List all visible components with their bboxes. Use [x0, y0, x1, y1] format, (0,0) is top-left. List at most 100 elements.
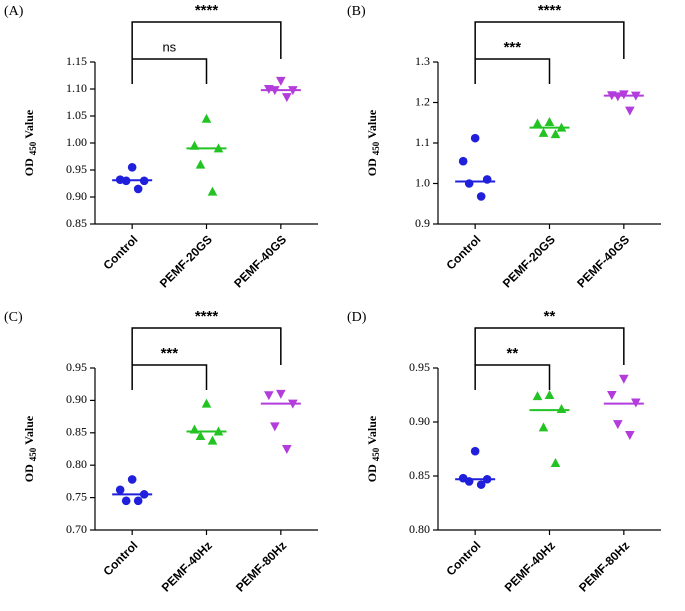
- y-tick-label: 0.95: [409, 360, 430, 374]
- data-point: [288, 399, 298, 409]
- data-point: [276, 76, 286, 86]
- significance-bracket: [131, 327, 282, 365]
- data-point: [476, 480, 486, 489]
- x-tick-label: PEMF-20GS: [157, 232, 215, 290]
- y-tick-label: 0.90: [409, 414, 430, 428]
- data-point: [482, 175, 492, 184]
- data-point: [538, 127, 549, 137]
- data-point: [195, 159, 206, 169]
- data-point: [201, 398, 212, 408]
- data-point: [458, 156, 468, 166]
- y-axis-label: OD 450 Value: [365, 109, 381, 176]
- y-tick-label: 0.9: [415, 216, 430, 230]
- data-point: [482, 474, 492, 484]
- y-label-main: OD: [365, 464, 379, 482]
- data-point: [264, 391, 274, 401]
- data-point: [282, 445, 292, 454]
- x-tick-label: PEMF-40GS: [231, 232, 289, 290]
- data-point: [476, 192, 486, 201]
- y-tick-label: 1.0: [415, 175, 430, 189]
- data-point: [139, 176, 149, 186]
- data-point: [207, 186, 218, 196]
- y-tick-label: 1.15: [66, 54, 87, 68]
- significance-bracket: [474, 58, 551, 84]
- x-tick-label: Control: [443, 232, 483, 272]
- data-point: [282, 93, 292, 103]
- data-point: [189, 140, 200, 150]
- y-tick-label: 0.90: [66, 189, 87, 203]
- significance-bracket: [131, 58, 208, 84]
- data-point: [631, 91, 641, 101]
- x-tick-label: PEMF-40Hz: [159, 538, 215, 594]
- significance-bracket: [131, 364, 208, 390]
- data-point: [195, 431, 206, 441]
- data-point: [556, 122, 567, 132]
- significance-label: ****: [538, 2, 562, 19]
- y-tick-label: 0.70: [66, 522, 87, 536]
- significance-label: ns: [162, 39, 176, 54]
- data-point: [288, 86, 298, 96]
- data-point: [619, 374, 629, 384]
- significance-label: **: [544, 308, 556, 325]
- panel-label: (A): [4, 4, 24, 19]
- data-point: [550, 129, 561, 139]
- data-point: [127, 475, 137, 484]
- x-tick-label: Control: [100, 538, 140, 578]
- y-label-sub: 450: [28, 447, 38, 461]
- x-tick-label: Control: [100, 232, 140, 272]
- y-tick-label: 0.85: [66, 216, 87, 230]
- panel-label: (C): [4, 310, 23, 325]
- chart-panel: (D) OD 450 Value 0.80 0.85 0.90 0.95 Control PEMF…: [347, 308, 661, 595]
- x-tick-label: PEMF-20GS: [500, 232, 558, 290]
- y-tick-label: 1.2: [415, 94, 430, 108]
- x-tick-label: Control: [443, 538, 483, 578]
- chart-panel: (C) OD 450 Value 0.70 0.75 0.80 0.85 0.90 0.95 Con…: [4, 308, 318, 595]
- y-tick-label: 1.00: [66, 135, 87, 149]
- significance-label: ****: [195, 308, 219, 325]
- y-label-main: OD: [22, 464, 36, 482]
- y-tick-label: 0.85: [409, 468, 430, 482]
- significance-label: ***: [161, 345, 179, 362]
- y-label-sub: 450: [371, 447, 381, 461]
- y-label-main: OD: [365, 158, 379, 176]
- significance-label: **: [506, 345, 518, 362]
- panel-label: (D): [347, 310, 367, 325]
- y-tick-label: 0.95: [66, 360, 87, 374]
- data-point: [550, 458, 561, 468]
- data-point: [121, 496, 131, 506]
- y-axis-label: OD 450 Value: [22, 109, 38, 176]
- data-point: [213, 143, 224, 153]
- data-point: [532, 118, 543, 128]
- significance-bracket: [131, 21, 282, 59]
- significance-label: ***: [504, 39, 522, 56]
- y-label-sub: 450: [28, 141, 38, 155]
- data-point: [201, 113, 212, 123]
- data-point: [544, 116, 555, 126]
- data-point: [556, 404, 567, 414]
- y-label-unit: Value: [22, 109, 36, 139]
- data-point: [207, 435, 218, 445]
- data-point: [189, 424, 200, 434]
- data-point: [133, 184, 143, 194]
- y-axis-label: OD 450 Value: [365, 415, 381, 482]
- data-point: [470, 446, 480, 456]
- y-label-sub: 450: [371, 141, 381, 155]
- y-tick-label: 0.75: [66, 489, 87, 503]
- y-tick-label: 0.80: [66, 457, 87, 471]
- y-label-unit: Value: [22, 415, 36, 445]
- data-point: [270, 86, 280, 96]
- data-point: [276, 389, 286, 399]
- panel-label: (B): [347, 4, 366, 19]
- y-label-unit: Value: [365, 109, 379, 139]
- y-tick-label: 0.95: [66, 162, 87, 176]
- data-point: [127, 163, 137, 172]
- y-tick-label: 0.85: [66, 425, 87, 439]
- y-tick-label: 0.90: [66, 392, 87, 406]
- data-point: [464, 477, 474, 486]
- y-tick-label: 1.1: [415, 135, 430, 149]
- y-axis-label: OD 450 Value: [22, 415, 38, 482]
- data-point: [270, 422, 280, 432]
- data-point: [538, 422, 549, 432]
- data-point: [625, 430, 635, 440]
- significance-bracket: [474, 21, 625, 59]
